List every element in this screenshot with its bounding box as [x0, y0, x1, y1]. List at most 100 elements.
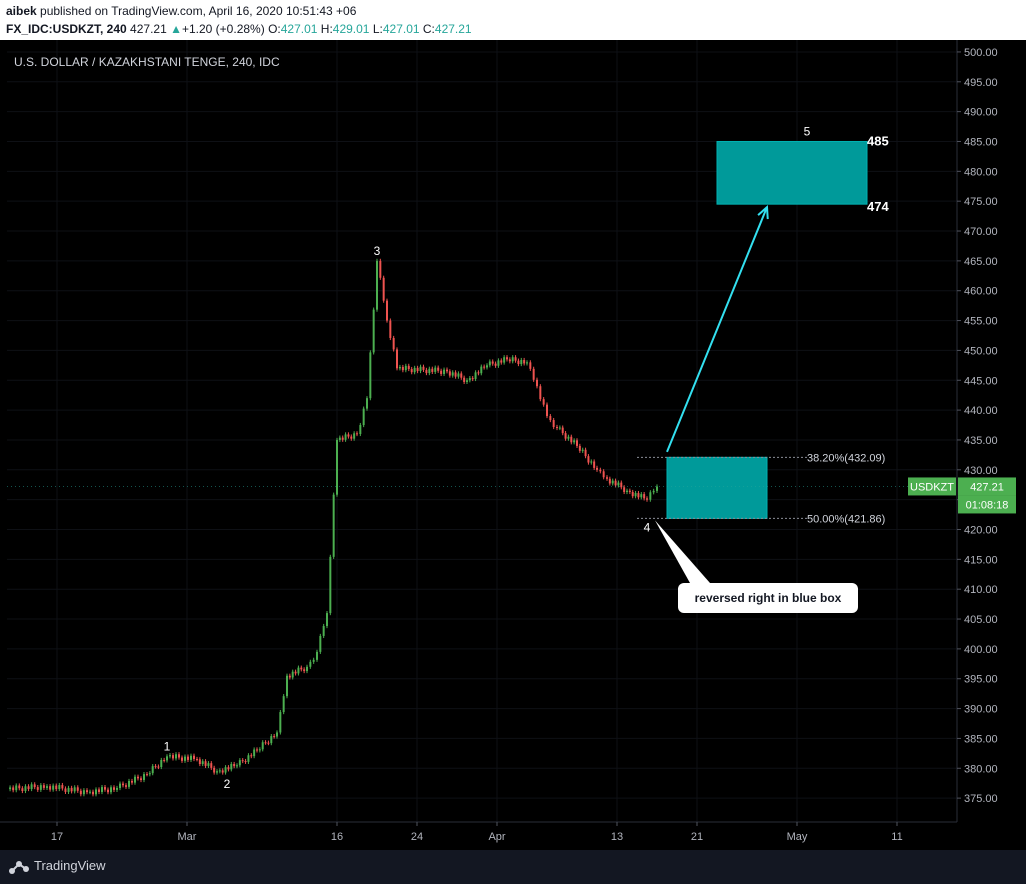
wave-label: 5: [804, 124, 811, 138]
y-tick-label: 455.00: [964, 316, 998, 328]
candle-down: [193, 755, 195, 760]
countdown-tag: [958, 495, 1016, 514]
candle-up: [46, 786, 48, 788]
candle-down: [549, 416, 552, 421]
y-tick-label: 380.00: [964, 763, 998, 775]
candle-up: [573, 440, 576, 443]
candle-down: [181, 757, 183, 761]
candle-up: [558, 427, 561, 429]
candle-down: [86, 790, 88, 793]
tradingview-logo-icon[interactable]: [8, 857, 30, 875]
x-axis[interactable]: 17 Mar 16 24 Apr 13 21 May 11: [51, 822, 903, 843]
candle-down: [556, 427, 558, 429]
candle-up: [276, 732, 278, 737]
candle-down: [227, 767, 230, 770]
candle-up: [95, 789, 97, 795]
candle-down: [273, 736, 276, 738]
candle-down: [198, 759, 201, 765]
candle-down: [187, 756, 189, 760]
candle-down: [18, 785, 21, 789]
author-name[interactable]: aibek: [6, 4, 37, 18]
y-tick-label: 445.00: [964, 375, 998, 387]
candle-down: [401, 367, 404, 371]
candle-down: [21, 788, 24, 792]
candle-down: [241, 760, 244, 762]
price-series: [9, 258, 658, 797]
y-tick-label: 460.00: [964, 286, 998, 298]
open-value: 427.01: [280, 22, 318, 36]
candle-up: [326, 613, 328, 627]
low-label: L:: [372, 22, 383, 36]
candle-up: [207, 763, 210, 766]
ohlc-bar: FX_IDC:USDKZT, 240 427.21 ▲+1.20 (+0.28%…: [6, 22, 472, 36]
candle-down: [154, 766, 157, 768]
candle-down: [460, 373, 463, 378]
candle-up: [344, 434, 347, 440]
candle-down: [454, 372, 457, 377]
y-tick-label: 485.00: [964, 136, 998, 148]
fib-levels: 38.20%(432.09) 50.00%(421.86): [637, 452, 885, 525]
candle-up: [319, 635, 322, 652]
candle-up: [261, 742, 264, 750]
candle-down: [602, 471, 605, 478]
wave-label: 3: [374, 244, 381, 258]
candle-up: [67, 787, 70, 792]
candle-down: [382, 277, 385, 301]
candle-down: [416, 367, 419, 372]
symbol-tag-label: USDKZT: [910, 481, 954, 493]
candle-up: [258, 749, 261, 751]
candle-up: [428, 368, 431, 374]
footer-bar: [0, 850, 1026, 884]
target-label: 474: [867, 199, 889, 214]
candle-down: [606, 477, 608, 479]
candle-up: [230, 764, 233, 770]
candle-up: [119, 783, 121, 788]
wave-label: 4: [644, 521, 651, 535]
candle-up: [218, 770, 221, 772]
candle-up: [486, 365, 488, 368]
candle-up: [338, 437, 341, 440]
candle-up: [353, 433, 356, 439]
candle-down: [614, 480, 617, 486]
candle-down: [506, 357, 508, 360]
candle-down: [300, 667, 303, 670]
candle-up: [39, 785, 42, 790]
candle-down: [584, 449, 587, 457]
candle-down: [294, 671, 297, 674]
candle-down: [564, 433, 567, 439]
price-change: +1.20 (+0.28%): [181, 22, 265, 36]
candle-up: [511, 357, 514, 362]
close-value: 427.21: [434, 22, 472, 36]
candle-up: [634, 493, 637, 497]
candle-down: [631, 491, 634, 497]
candle-up: [286, 675, 288, 697]
candle-down: [410, 369, 413, 373]
x-tick-label: Mar: [178, 831, 197, 843]
candle-up: [567, 436, 570, 439]
candle-up: [89, 791, 91, 793]
candle-down: [643, 494, 646, 499]
candle-up: [166, 756, 168, 761]
tradingview-brand[interactable]: TradingView: [34, 858, 106, 873]
candle-down: [350, 436, 353, 439]
candle-up: [419, 366, 422, 372]
grid-lines: [7, 40, 957, 822]
y-tick-label: 475.00: [964, 196, 998, 208]
candle-down: [70, 787, 73, 792]
candle-up: [404, 365, 407, 371]
last-price: 427.21: [130, 22, 167, 36]
candle-down: [546, 404, 548, 417]
candle-down: [529, 362, 532, 369]
candle-down: [356, 433, 358, 435]
candle-up: [52, 785, 55, 790]
candle-down: [233, 764, 236, 767]
candle-up: [316, 651, 318, 660]
candle-up: [611, 480, 614, 484]
y-axis[interactable]: 500.00 495.00 490.00 485.00 480.00 475.00 470.…: [957, 47, 998, 805]
candle-down: [599, 469, 602, 472]
candle-down: [250, 755, 253, 757]
candle-up: [201, 761, 204, 765]
y-tick-label: 465.00: [964, 256, 998, 268]
price-chart[interactable]: 38.20%(432.09) 50.00%(421.86) 1 2 3 4 5 485 47…: [0, 40, 1026, 850]
low-value: 427.01: [382, 22, 420, 36]
